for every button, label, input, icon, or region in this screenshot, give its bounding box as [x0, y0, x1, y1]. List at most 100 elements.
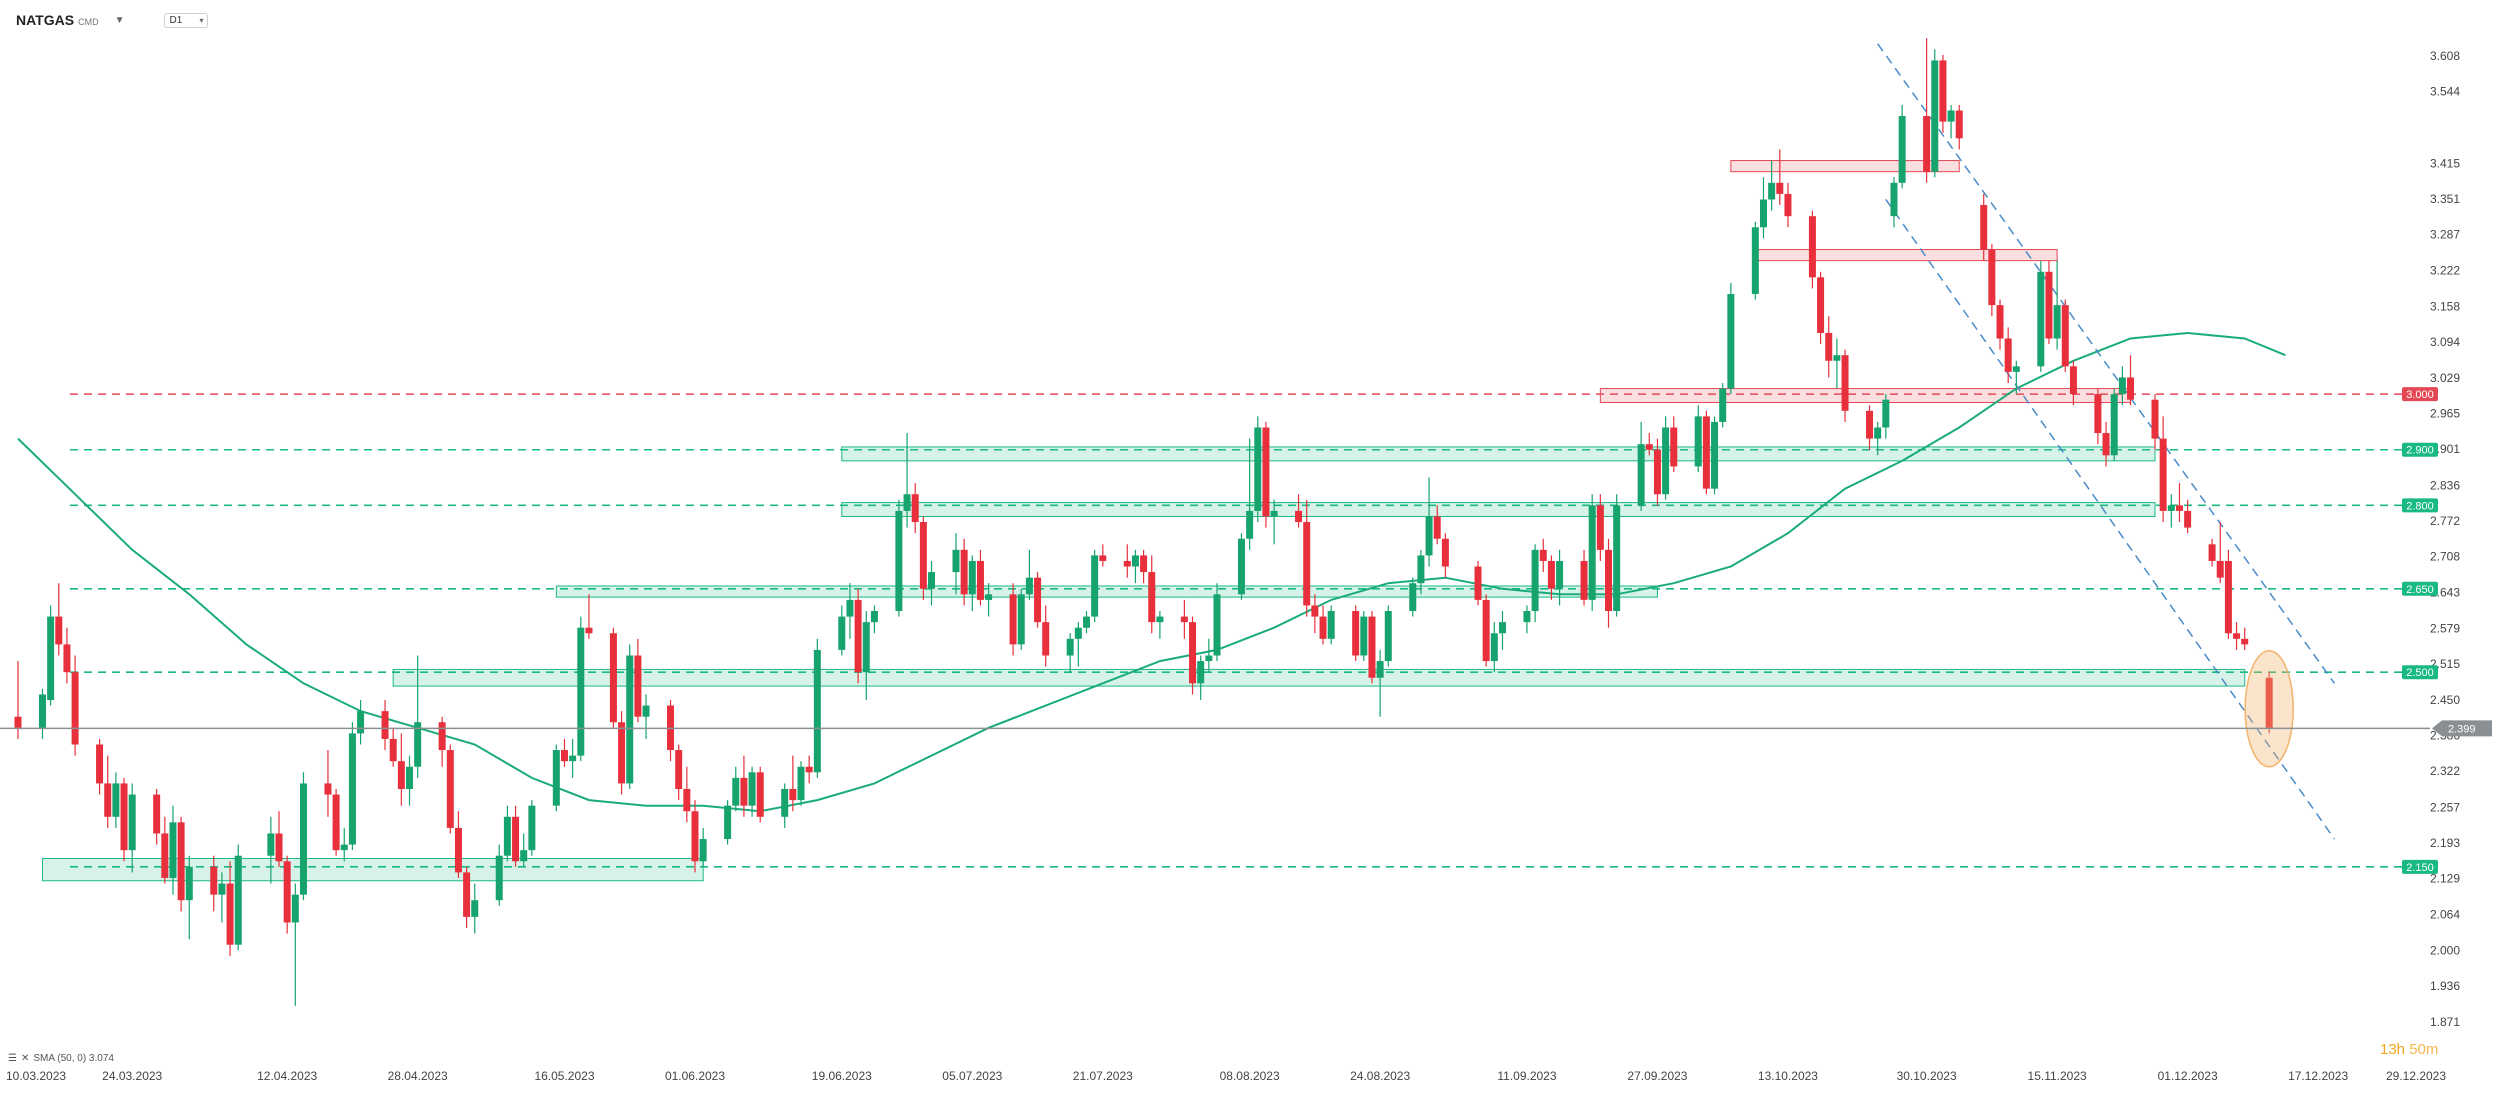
candle[interactable] [2094, 388, 2102, 445]
candle[interactable] [38, 688, 46, 739]
candle[interactable] [128, 783, 136, 873]
candle[interactable] [1580, 549, 1588, 606]
candle[interactable] [985, 583, 993, 617]
candle[interactable] [357, 700, 365, 745]
candle[interactable] [1180, 599, 1188, 639]
candle[interactable] [226, 861, 234, 956]
candle[interactable] [1817, 271, 1825, 345]
candle[interactable] [1082, 611, 1090, 634]
candle[interactable] [748, 766, 756, 817]
candle[interactable] [724, 800, 732, 845]
candle[interactable] [618, 711, 626, 795]
candle[interactable] [683, 766, 691, 823]
candle[interactable] [267, 816, 275, 884]
candle[interactable] [1409, 577, 1417, 617]
candle[interactable] [577, 616, 585, 762]
candle[interactable] [1588, 494, 1596, 612]
candle[interactable] [1596, 494, 1604, 561]
candle[interactable] [560, 738, 568, 767]
candle[interactable] [903, 433, 911, 528]
candle[interactable] [1702, 410, 1710, 495]
candle[interactable] [1498, 611, 1506, 650]
candle[interactable] [177, 816, 185, 912]
candle[interactable] [275, 811, 283, 867]
candle[interactable] [1825, 316, 1833, 378]
candle[interactable] [1441, 533, 1449, 578]
symbol-dropdown-icon[interactable]: ▼ [114, 14, 125, 26]
candle[interactable] [2045, 260, 2053, 345]
candle[interactable] [348, 722, 356, 851]
candle[interactable] [1539, 538, 1547, 573]
candle[interactable] [55, 583, 63, 656]
candle[interactable] [47, 605, 55, 706]
candle[interactable] [634, 638, 642, 723]
candle[interactable] [1874, 421, 1882, 456]
candle[interactable] [609, 627, 617, 728]
candle[interactable] [740, 755, 748, 817]
candle[interactable] [1841, 349, 1849, 422]
candle[interactable] [1368, 611, 1376, 684]
candle[interactable] [2208, 538, 2216, 567]
candle[interactable] [732, 766, 740, 812]
candles-layer[interactable] [14, 38, 2273, 1006]
candle[interactable] [1531, 544, 1539, 623]
candle[interactable] [1254, 416, 1262, 523]
candle[interactable] [520, 833, 528, 867]
candle[interactable] [1009, 583, 1017, 656]
candle[interactable] [789, 755, 797, 812]
candle[interactable] [112, 772, 120, 828]
candle[interactable] [2184, 499, 2192, 534]
candle[interactable] [1768, 160, 1776, 211]
indicator-legend[interactable]: ☰ ✕ SMA (50, 0) 3.074 [8, 1053, 114, 1064]
candle[interactable] [1474, 560, 1482, 606]
candle[interactable] [210, 855, 218, 912]
candle[interactable] [1360, 611, 1368, 662]
candle[interactable] [1131, 549, 1139, 584]
candle[interactable] [1311, 594, 1319, 634]
candle[interactable] [1996, 299, 2004, 350]
candle[interactable] [1384, 605, 1392, 667]
candle[interactable] [454, 811, 462, 878]
candle[interactable] [2167, 494, 2175, 528]
candle[interactable] [1319, 605, 1327, 645]
candle[interactable] [2012, 360, 2020, 395]
candle[interactable] [952, 533, 960, 595]
candle[interactable] [2216, 522, 2224, 584]
candle[interactable] [919, 516, 927, 600]
timeframe-select[interactable]: D1 ▾ [164, 12, 209, 28]
candle[interactable] [96, 738, 104, 795]
candle[interactable] [1727, 282, 1735, 395]
candle[interactable] [1711, 416, 1719, 495]
candle[interactable] [1670, 416, 1678, 472]
candle[interactable] [1246, 438, 1254, 550]
candle[interactable] [968, 555, 976, 612]
candle[interactable] [161, 816, 169, 884]
candle[interactable] [626, 644, 634, 789]
candle[interactable] [797, 761, 805, 806]
candle[interactable] [1352, 605, 1360, 662]
candle[interactable] [1662, 416, 1670, 500]
candle[interactable] [1197, 655, 1205, 700]
candle[interactable] [691, 800, 699, 873]
candle[interactable] [569, 738, 577, 778]
candle[interactable] [332, 788, 340, 856]
candle[interactable] [1017, 588, 1025, 650]
candle[interactable] [1547, 555, 1555, 600]
candle[interactable] [104, 755, 112, 828]
candle[interactable] [1123, 544, 1131, 578]
candle[interactable] [642, 694, 650, 739]
candle[interactable] [340, 827, 348, 862]
candle[interactable] [1645, 433, 1653, 456]
candle[interactable] [1719, 383, 1727, 428]
candle[interactable] [1833, 338, 1841, 389]
candle[interactable] [1295, 494, 1303, 528]
candle[interactable] [1262, 421, 1270, 528]
candle[interactable] [397, 733, 405, 806]
candle[interactable] [2224, 549, 2232, 639]
candle[interactable] [2241, 627, 2249, 650]
candle[interactable] [1417, 549, 1425, 595]
candle[interactable] [960, 538, 968, 606]
candle[interactable] [781, 783, 789, 828]
candle[interactable] [1776, 149, 1784, 206]
candle[interactable] [153, 788, 161, 845]
